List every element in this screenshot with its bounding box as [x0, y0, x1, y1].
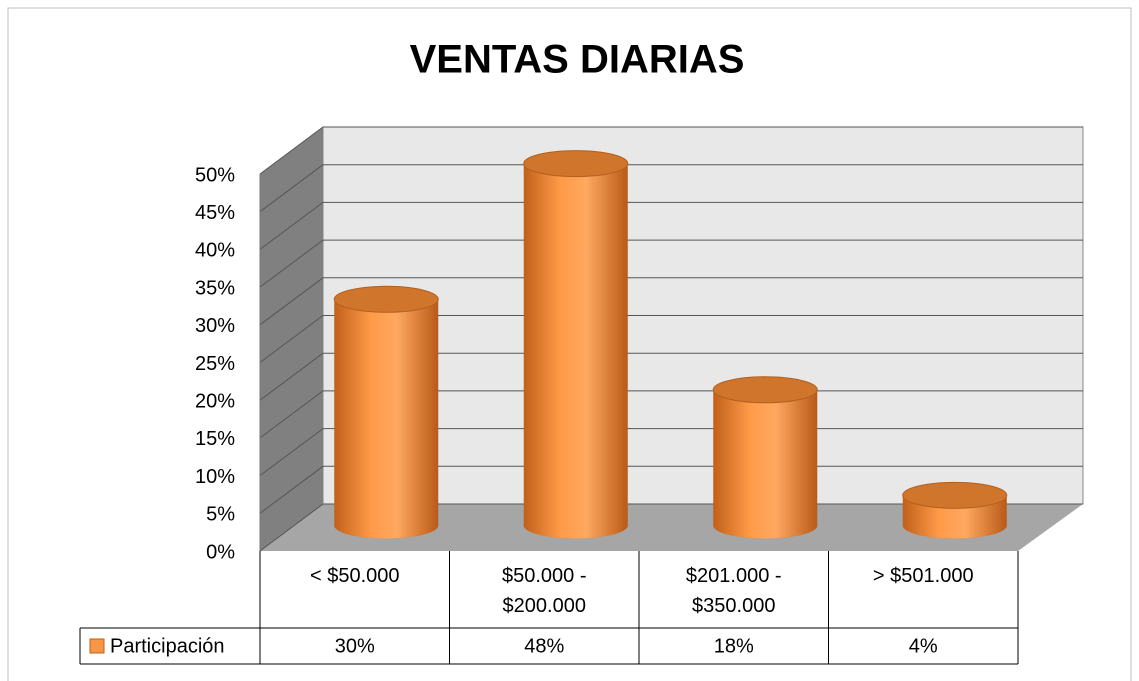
category-label: $201.000 - $350.000 [685, 565, 782, 617]
category-label: < $50.000 [309, 565, 400, 587]
category-label: > $501.000 [872, 565, 974, 587]
y-tick-label: 0% [206, 541, 235, 563]
legend-label: Participación [110, 635, 225, 657]
y-tick-label: 25% [195, 353, 235, 375]
y-tick-label: 35% [195, 277, 235, 299]
chart-title: VENTAS DIARIAS [410, 38, 745, 82]
cylinder-top [333, 285, 439, 313]
y-tick-label: 5% [206, 504, 235, 526]
legend-swatch [89, 638, 105, 654]
side-grid-line [259, 201, 324, 250]
cylinder-base-edge [902, 525, 1007, 539]
side-grid-line [259, 390, 324, 439]
side-grid-line [259, 503, 324, 552]
category-label: $50.000 - $200.000 [501, 565, 587, 617]
value-label: 48% [524, 635, 564, 657]
side-grid-line [259, 315, 324, 363]
chart-border [7, 7, 1132, 681]
value-label: 18% [714, 635, 754, 657]
side-grid-line [259, 277, 324, 326]
floor [260, 504, 1083, 551]
cylinder-top [902, 481, 1008, 509]
side-grid-line [259, 428, 324, 477]
side-grid-line [259, 164, 324, 213]
side-grid-line [259, 465, 324, 514]
y-tick-label: 15% [195, 428, 235, 450]
side-grid-line [259, 239, 324, 288]
category-label-box: > $501.000 [872, 565, 974, 587]
cylinder-base-edge [334, 525, 439, 539]
y-tick-label: 20% [195, 390, 235, 412]
bar [713, 389, 818, 526]
cylinder-top [523, 150, 629, 178]
y-tick-label: 50% [195, 164, 235, 186]
side-grid-line [259, 126, 324, 175]
cylinder-base-edge [523, 525, 628, 539]
cylinder-base-edge [713, 525, 818, 539]
category-label-box: $201.000 - $350.000 [685, 565, 782, 617]
cylinder-top [712, 376, 818, 404]
value-label: 4% [909, 635, 938, 657]
y-tick-label: 40% [195, 240, 235, 262]
value-label: 30% [335, 635, 375, 657]
bar [334, 299, 439, 526]
y-tick-label: 30% [195, 315, 235, 337]
y-tick-label: 45% [195, 202, 235, 224]
category-label-box: $50.000 - $200.000 [501, 565, 587, 617]
y-tick-label: 10% [195, 466, 235, 488]
bar [523, 163, 628, 526]
side-grid-line [259, 352, 324, 401]
category-label-box: < $50.000 [309, 565, 400, 587]
